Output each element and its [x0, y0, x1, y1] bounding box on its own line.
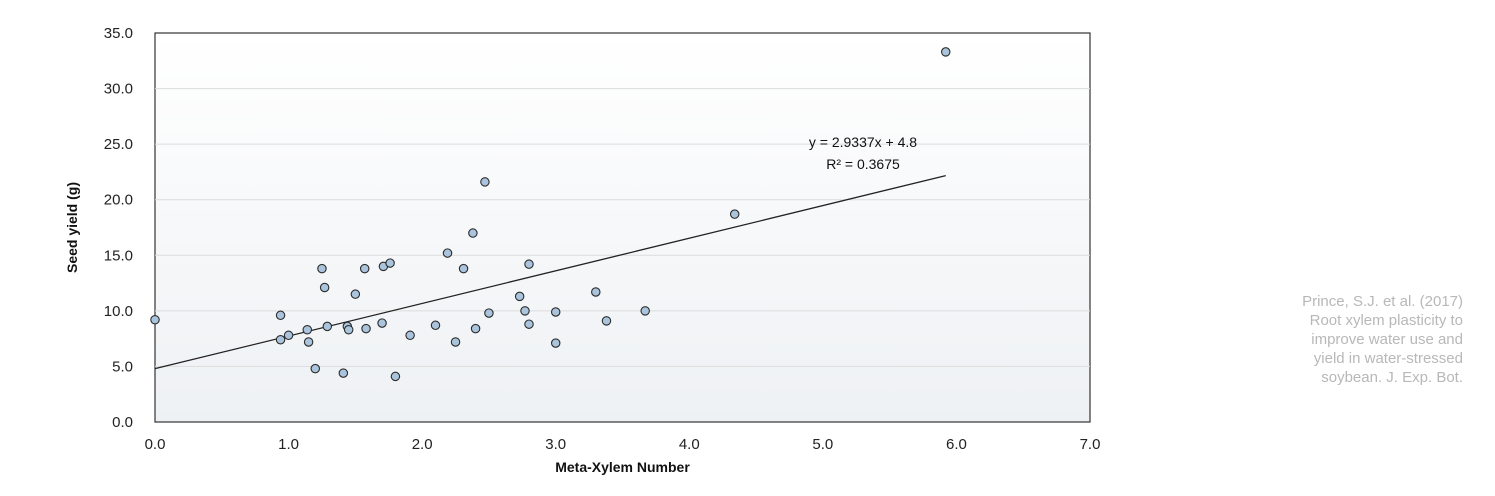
data-point: [310, 363, 321, 374]
data-point: [317, 263, 327, 274]
data-point: [303, 337, 314, 347]
data-point: [484, 308, 494, 318]
x-tick-label: 2.0: [412, 436, 433, 453]
data-point: [405, 330, 415, 341]
trendline-r2: R² = 0.3675: [826, 156, 900, 172]
caption-line: yield in water-stressed: [1313, 350, 1463, 367]
data-point: [520, 306, 530, 316]
data-point: [450, 337, 461, 347]
data-point: [550, 338, 561, 348]
data-point: [319, 282, 330, 293]
x-tick-label: 3.0: [545, 436, 566, 453]
data-point: [640, 306, 650, 316]
caption-line: Prince, S.J. et al. (2017): [1302, 293, 1463, 310]
x-tick-label: 5.0: [812, 436, 833, 453]
data-point: [591, 287, 601, 297]
data-point: [361, 323, 371, 334]
data-point: [390, 371, 401, 382]
data-point: [442, 248, 453, 258]
data-point: [350, 289, 361, 299]
y-tick-label: 35.0: [104, 25, 133, 42]
x-axis-title: Meta-Xylem Number: [555, 459, 690, 475]
data-point: [430, 320, 441, 331]
y-tick-label: 30.0: [104, 81, 133, 98]
caption-line: Root xylem plasticity to: [1309, 312, 1463, 329]
data-point: [470, 323, 481, 334]
y-tick-label: 0.0: [112, 414, 133, 431]
data-point: [524, 259, 534, 269]
data-point: [322, 321, 333, 332]
data-point: [468, 228, 478, 238]
data-point: [601, 316, 612, 326]
caption-line: improve water use and: [1311, 331, 1463, 348]
x-tick-label: 6.0: [946, 436, 967, 453]
data-point: [150, 314, 160, 325]
data-points: [150, 47, 951, 382]
data-point: [275, 335, 286, 345]
x-tick-label: 1.0: [278, 436, 299, 453]
x-tick-label: 7.0: [1080, 436, 1101, 453]
data-point: [729, 209, 740, 219]
data-point: [385, 258, 395, 268]
caption-line: soybean. J. Exp. Bot.: [1321, 369, 1463, 386]
plot-area: [154, 32, 1091, 423]
data-point: [940, 47, 951, 57]
data-point: [343, 325, 354, 335]
y-axis-ticks: 0.0 5.0 10.0 15.0 20.0 25.0 30.0 35.0: [104, 25, 133, 431]
x-axis-ticks: 0.0 1.0 2.0 3.0 4.0 5.0 6.0 7.0: [145, 436, 1101, 453]
data-point: [458, 263, 469, 274]
y-tick-label: 10.0: [104, 303, 133, 320]
data-point: [275, 310, 286, 321]
trendline-equation: y = 2.9337x + 4.8: [809, 134, 917, 150]
data-point: [550, 307, 561, 317]
data-point: [338, 368, 349, 378]
y-tick-label: 15.0: [104, 247, 133, 264]
data-point: [302, 325, 313, 335]
data-point: [480, 177, 490, 187]
y-tick-label: 5.0: [112, 358, 133, 375]
x-tick-label: 4.0: [679, 436, 700, 453]
y-tick-label: 25.0: [104, 136, 133, 153]
citation-caption: Prince, S.J. et al. (2017) Root xylem pl…: [1263, 292, 1463, 387]
gridlines: [155, 88, 1090, 367]
data-point: [283, 330, 294, 341]
data-point: [524, 319, 534, 329]
x-tick-label: 0.0: [145, 436, 166, 453]
data-point: [359, 263, 370, 274]
y-tick-label: 20.0: [104, 192, 133, 209]
data-point: [514, 291, 525, 302]
data-point: [377, 318, 387, 328]
y-axis-title: Seed yield (g): [64, 182, 80, 273]
